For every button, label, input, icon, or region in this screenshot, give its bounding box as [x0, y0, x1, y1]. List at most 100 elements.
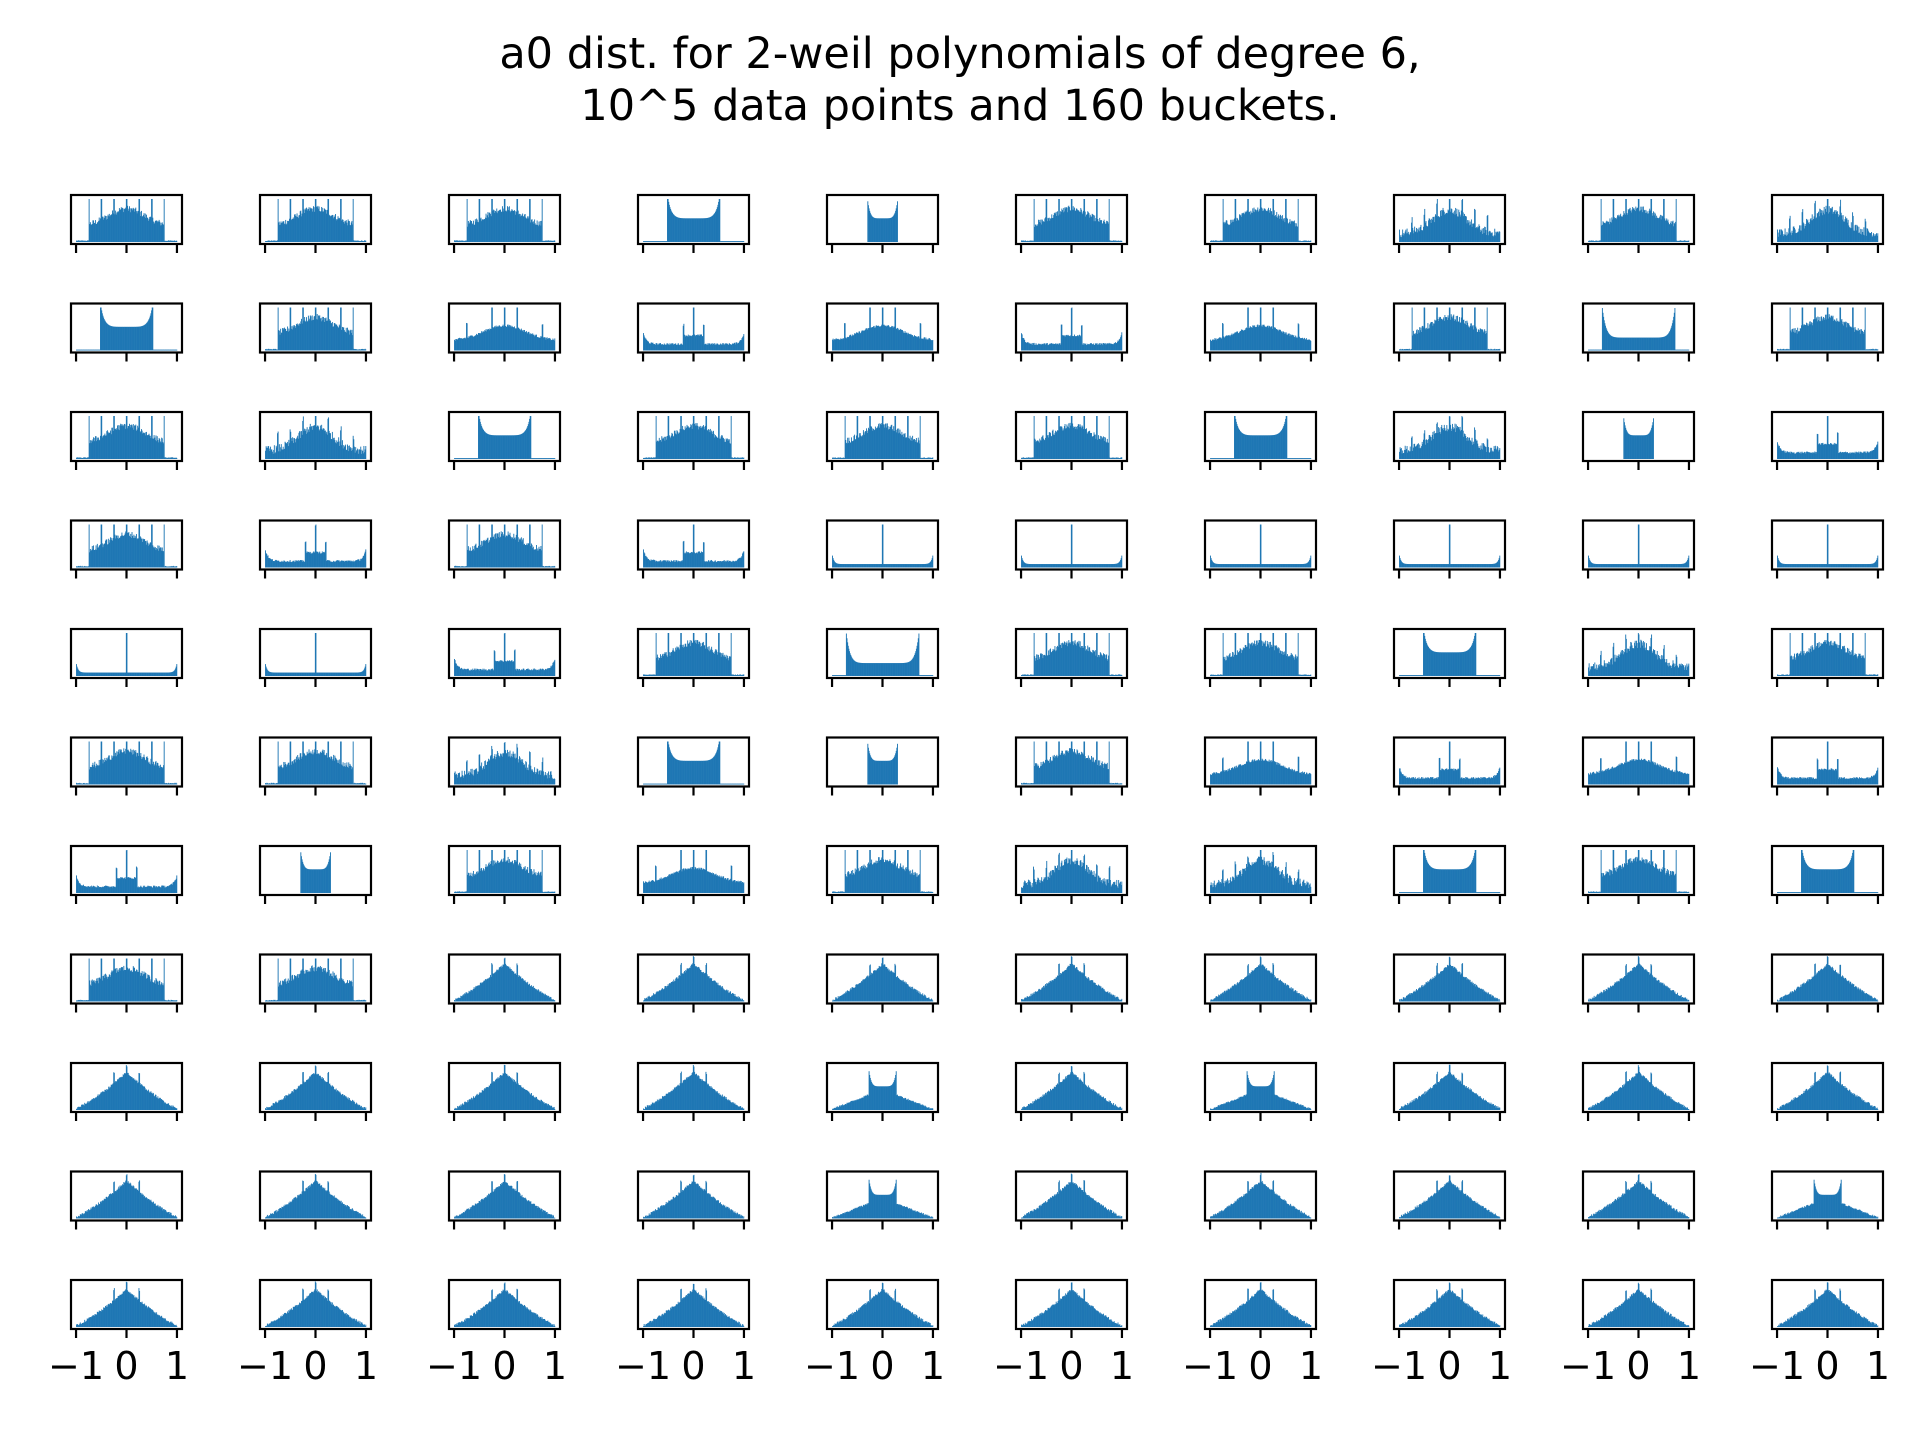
histogram-bar — [1275, 329, 1277, 351]
histogram-bar — [1636, 207, 1638, 242]
histogram-bar — [280, 447, 282, 459]
histogram-bar — [164, 457, 166, 459]
histogram-bar — [270, 240, 272, 242]
histogram-bar — [1685, 240, 1687, 242]
histogram-bar — [1639, 337, 1641, 351]
histogram-bar — [1408, 349, 1410, 351]
histogram-bar — [284, 224, 286, 242]
histogram-bar — [310, 208, 312, 242]
histogram-bar — [478, 416, 479, 459]
histogram-bar — [156, 349, 158, 351]
histogram-bar — [543, 337, 545, 351]
histogram-bar — [544, 458, 546, 459]
histogram-bar — [107, 214, 109, 242]
histogram-bar — [725, 343, 727, 351]
histogram-bar — [1455, 319, 1457, 351]
histogram-bar — [464, 241, 466, 242]
histogram-bar — [648, 241, 650, 242]
histogram-bar — [929, 339, 931, 351]
histogram-bar — [850, 336, 852, 351]
histogram-bar — [1634, 209, 1636, 242]
histogram-bar — [650, 241, 652, 242]
histogram-bar — [690, 425, 692, 459]
histogram-bar — [551, 339, 553, 351]
histogram-bar — [114, 428, 116, 459]
histogram-bar — [170, 240, 171, 242]
histogram-bar — [717, 204, 719, 242]
histogram-bars — [76, 524, 178, 568]
histogram-bar — [667, 416, 669, 459]
histogram-bar — [1251, 327, 1253, 351]
histogram-bar — [832, 457, 834, 459]
histogram-bar — [320, 211, 322, 242]
histogram-bar — [478, 199, 480, 242]
histogram-bar — [514, 435, 516, 459]
histogram-bar — [125, 416, 127, 459]
histogram-bar — [892, 216, 894, 242]
histogram-bar — [1868, 232, 1870, 242]
histogram-bar — [527, 216, 529, 242]
histogram-bar — [1220, 337, 1222, 351]
histogram-bar — [323, 208, 325, 242]
histogram-bar — [1070, 199, 1072, 242]
histogram-bar — [505, 435, 507, 459]
histogram-bar — [1799, 328, 1801, 351]
histogram-bar — [1033, 199, 1035, 242]
histogram-bar — [544, 240, 546, 242]
histogram-bar — [693, 307, 695, 351]
histogram-bar — [723, 439, 725, 459]
histogram-bar — [1113, 240, 1115, 242]
histogram-bar — [486, 433, 488, 459]
histogram-bar — [498, 210, 500, 242]
histogram-bar — [1641, 337, 1642, 351]
histogram-bar — [1428, 218, 1430, 242]
histogram-bar — [1605, 223, 1607, 242]
histogram-bar — [1286, 218, 1288, 242]
histogram-bar — [714, 343, 716, 351]
histogram-bar — [694, 218, 696, 242]
histogram-bar — [289, 429, 291, 459]
histogram-bar — [1031, 342, 1033, 351]
histogram-bar — [714, 437, 716, 459]
histogram-bar — [104, 320, 106, 351]
histogram-bar — [266, 241, 268, 242]
histogram-bar — [1090, 343, 1092, 351]
histogram-bar — [1027, 240, 1029, 242]
histogram-bar — [1678, 240, 1680, 242]
histogram-bar — [1426, 225, 1428, 242]
histogram-bar — [135, 424, 137, 459]
histogram-bar — [1279, 215, 1281, 242]
histogram-bar — [1841, 215, 1843, 242]
histogram-bar — [141, 216, 143, 242]
histogram-bar — [1834, 210, 1836, 242]
histogram-bar — [706, 344, 708, 351]
histogram-bar — [1217, 338, 1219, 351]
histogram-bar — [1639, 337, 1641, 351]
histogram-bar — [1854, 225, 1856, 242]
histogram-bar — [696, 218, 697, 242]
histogram-bar — [741, 241, 743, 242]
histogram-bar — [331, 431, 333, 459]
histogram-bar — [1456, 208, 1458, 242]
histogram-bar — [271, 451, 273, 459]
histogram-bar — [98, 440, 100, 459]
histogram-bar — [1486, 333, 1488, 351]
histogram-bar — [1594, 349, 1596, 351]
histogram-bar — [1050, 218, 1051, 242]
histogram-bar — [509, 435, 511, 459]
histogram-bar — [1041, 219, 1043, 242]
histogram-bar — [1843, 221, 1845, 242]
histogram-bar — [1230, 219, 1232, 242]
histogram-bar — [906, 437, 908, 459]
histogram-bar — [722, 344, 724, 351]
histogram-bar — [1060, 344, 1062, 351]
histogram-bar — [522, 433, 524, 459]
histogram-bar — [501, 206, 503, 242]
histogram-bar — [350, 329, 352, 351]
histogram-bar — [1301, 338, 1303, 351]
histogram-bar — [1680, 240, 1682, 242]
histogram-bar — [300, 321, 302, 351]
histogram-bar — [1063, 335, 1065, 351]
histogram-bar — [1416, 232, 1418, 242]
histogram-bar — [148, 433, 150, 459]
